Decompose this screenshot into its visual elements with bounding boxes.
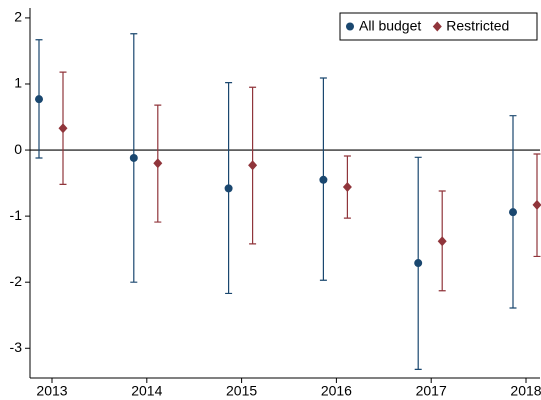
point: [319, 175, 328, 184]
legend-label: Restricted: [446, 18, 509, 34]
y-tick-label: -1: [10, 207, 23, 223]
point: [342, 182, 352, 193]
x-tick-label: 2016: [321, 383, 352, 399]
point: [224, 184, 233, 193]
x-tick-label: 2018: [510, 383, 541, 399]
point: [35, 95, 43, 104]
point: [509, 208, 517, 217]
x-tick-label: 2017: [416, 383, 447, 399]
y-tick-label: 0: [14, 141, 22, 157]
point: [432, 21, 442, 32]
y-tick-label: 1: [14, 75, 22, 91]
point: [414, 259, 423, 268]
point: [248, 160, 258, 171]
point: [129, 153, 138, 162]
x-tick-label: 2014: [131, 383, 162, 399]
point: [58, 123, 68, 134]
legend-label: All budget: [359, 18, 421, 34]
x-tick-label: 2015: [226, 383, 257, 399]
point: [437, 236, 447, 247]
x-tick-label: 2013: [36, 383, 67, 399]
y-tick-label: -3: [10, 339, 23, 355]
point: [532, 199, 541, 210]
y-tick-label: 2: [14, 9, 22, 25]
y-tick-label: -2: [10, 273, 23, 289]
point: [153, 158, 163, 169]
point: [346, 22, 354, 31]
